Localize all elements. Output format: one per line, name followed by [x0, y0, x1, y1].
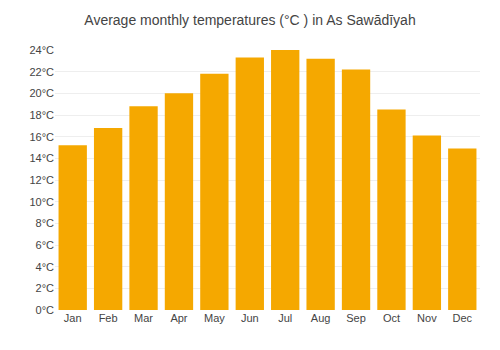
svg-text:Aug: Aug	[311, 312, 331, 324]
svg-text:24°C: 24°C	[29, 44, 54, 56]
svg-text:12°C: 12°C	[29, 174, 54, 186]
svg-text:Oct: Oct	[383, 312, 400, 324]
svg-text:Jul: Jul	[278, 312, 292, 324]
svg-text:Feb: Feb	[99, 312, 118, 324]
svg-text:Apr: Apr	[170, 312, 187, 324]
svg-text:22°C: 22°C	[29, 66, 54, 78]
svg-text:6°C: 6°C	[36, 239, 55, 251]
svg-text:Sep: Sep	[346, 312, 366, 324]
svg-text:16°C: 16°C	[29, 131, 54, 143]
svg-text:20°C: 20°C	[29, 87, 54, 99]
svg-text:0°C: 0°C	[36, 304, 55, 316]
svg-text:Jun: Jun	[241, 312, 259, 324]
svg-text:4°C: 4°C	[36, 261, 55, 273]
svg-text:18°C: 18°C	[29, 109, 54, 121]
svg-text:2°C: 2°C	[36, 282, 55, 294]
svg-text:Dec: Dec	[453, 312, 473, 324]
svg-text:Jan: Jan	[64, 312, 82, 324]
svg-text:Mar: Mar	[134, 312, 153, 324]
svg-text:May: May	[204, 312, 225, 324]
svg-text:Nov: Nov	[417, 312, 437, 324]
svg-text:Average monthly temperatures (: Average monthly temperatures (°C ) in As…	[84, 12, 415, 28]
svg-text:10°C: 10°C	[29, 196, 54, 208]
svg-text:8°C: 8°C	[36, 217, 55, 229]
svg-text:14°C: 14°C	[29, 152, 54, 164]
